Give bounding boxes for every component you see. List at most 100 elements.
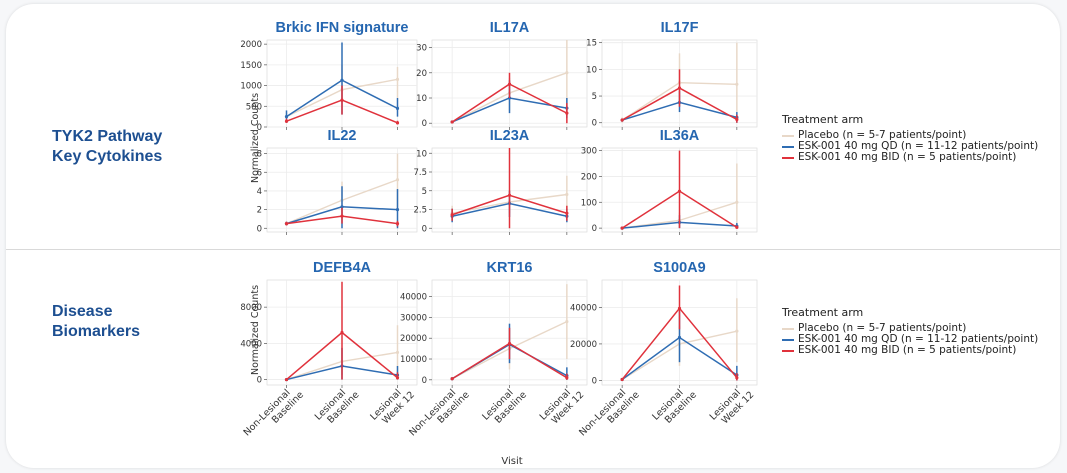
data-point xyxy=(395,376,400,380)
data-point xyxy=(565,211,569,215)
data-point xyxy=(450,213,454,217)
y-tick-label: 0 xyxy=(257,224,262,234)
data-point xyxy=(450,120,454,124)
legend-label: ESK-001 40 mg BID (n = 5 patients/point) xyxy=(798,344,1017,356)
legend-entry-placebo: Placebo (n = 5-7 patients/point) xyxy=(782,130,1038,141)
y-tick-label: 20000 xyxy=(570,340,597,350)
chart-title: IL17F xyxy=(661,20,699,36)
y-tick-label: 10 xyxy=(416,94,427,104)
y-tick-label: 0 xyxy=(257,376,262,386)
x-tick-label: Non-LesionalBaseline xyxy=(577,382,642,447)
y-tick-label: 0 xyxy=(257,123,262,133)
data-point xyxy=(735,117,739,122)
legend-label: ESK-001 40 mg QD (n = 11-12 patients/poi… xyxy=(798,333,1039,345)
legend-swatch xyxy=(782,134,794,137)
y-tick-label: 0 xyxy=(592,224,597,234)
chart-panel-il23a: 0 2.5 5 7.5 10 IL23A xyxy=(413,128,588,235)
y-tick-label: 0 xyxy=(592,119,597,129)
data-point xyxy=(395,121,400,125)
data-point xyxy=(735,376,739,380)
legend-label: ESK-001 40 mg BID (n = 5 patients/point) xyxy=(798,151,1017,163)
chart-panel-krt16: 0 10000 20000 30000 40000 KRT16 Non-LesionalBa… xyxy=(400,260,588,438)
data-point xyxy=(395,178,400,182)
legend-top: Treatment arm Placebo (n = 5-7 patients/… xyxy=(782,114,1038,163)
x-axis-title: Visit xyxy=(501,456,522,467)
data-point xyxy=(735,329,739,333)
series-2 xyxy=(450,327,569,381)
data-point xyxy=(507,341,512,346)
legend-swatch xyxy=(782,327,794,330)
y-tick-label: 8000 xyxy=(240,303,262,313)
chart-title: KRT16 xyxy=(487,260,533,276)
x-tick-label: LesionalWeek 12 xyxy=(368,382,417,431)
legend-swatch xyxy=(782,338,794,341)
y-tick-label: 0 xyxy=(422,119,427,129)
legend-swatch xyxy=(782,156,794,159)
data-point xyxy=(340,214,344,218)
data-point xyxy=(284,377,289,382)
series-2 xyxy=(620,69,739,123)
y-axis-title: Normalized Counts xyxy=(250,285,261,375)
data-point xyxy=(507,193,512,197)
chart-title: IL17A xyxy=(490,20,530,36)
y-tick-label: 0 xyxy=(422,224,427,234)
data-point xyxy=(395,222,400,226)
legend-label: Placebo (n = 5-7 patients/point) xyxy=(798,129,967,141)
data-point xyxy=(735,82,739,86)
y-tick-label: 0 xyxy=(592,376,597,386)
data-point xyxy=(677,335,682,340)
legend-entry-qd: ESK-001 40 mg QD (n = 11-12 patients/poi… xyxy=(782,334,1038,345)
legend-swatch xyxy=(782,349,794,352)
y-tick-label: 30000 xyxy=(400,313,427,323)
data-point xyxy=(395,350,400,355)
legend-entry-qd: ESK-001 40 mg QD (n = 11-12 patients/poi… xyxy=(782,141,1038,152)
series-2 xyxy=(284,85,400,125)
y-tick-label: 200 xyxy=(581,172,597,182)
y-tick-label: 20 xyxy=(416,69,427,79)
series-2 xyxy=(620,150,739,230)
legend-title: Treatment arm xyxy=(782,306,864,319)
y-tick-label: 7.5 xyxy=(413,168,427,178)
data-point xyxy=(565,111,569,115)
legend-title: Treatment arm xyxy=(782,113,864,126)
y-tick-label: 8 xyxy=(257,150,262,160)
y-tick-label: 2000 xyxy=(240,40,262,50)
y-tick-label: 20000 xyxy=(400,334,427,344)
y-tick-label: 10 xyxy=(416,149,427,159)
data-point xyxy=(395,208,400,212)
y-tick-label: 6 xyxy=(257,168,262,178)
data-point xyxy=(340,330,344,335)
y-tick-label: 30 xyxy=(416,44,427,54)
data-point xyxy=(340,78,344,82)
y-tick-label: 1500 xyxy=(240,61,262,71)
legend-label: Placebo (n = 5-7 patients/point) xyxy=(798,322,967,334)
chart-panel-il22: 0 2 4 6 8 IL22 xyxy=(257,128,418,235)
x-tick-label: LesionalBaseline xyxy=(313,382,362,431)
y-tick-label: 40000 xyxy=(570,303,597,313)
data-point xyxy=(677,306,682,310)
series-1 xyxy=(620,311,739,382)
chart-title: IL36A xyxy=(660,128,700,144)
chart-panel-il17f: 0 5 10 15 IL17F xyxy=(586,20,758,130)
legend-swatch xyxy=(782,145,794,148)
chart-panel-il17a: 0 10 20 30 IL17A xyxy=(416,20,588,130)
y-tick-label: 100 xyxy=(581,198,597,208)
data-point xyxy=(735,225,739,229)
y-axis-title: Normalized Counts xyxy=(250,93,261,183)
y-tick-label: 4000 xyxy=(240,339,262,349)
y-tick-label: 300 xyxy=(581,147,597,157)
data-point xyxy=(395,106,400,110)
section-label-disease-biomarkers: Disease Biomarkers xyxy=(52,303,141,340)
x-tick-label: Non-LesionalBaseline xyxy=(242,382,307,447)
y-tick-label: 2 xyxy=(257,206,262,216)
data-point xyxy=(565,71,569,75)
data-point xyxy=(340,205,344,209)
data-point xyxy=(507,82,512,86)
section-label-tyk2: TYK2 Pathway Key Cytokines xyxy=(52,128,163,165)
legend-entry-bid: ESK-001 40 mg BID (n = 5 patients/point) xyxy=(782,152,1038,163)
chart-title: DEFB4A xyxy=(313,260,372,276)
y-tick-label: 10 xyxy=(586,65,597,75)
chart-panel-brkic-ifn-signature: 0 500 1000 1500 2000 Brkic IFN signature xyxy=(240,20,418,133)
